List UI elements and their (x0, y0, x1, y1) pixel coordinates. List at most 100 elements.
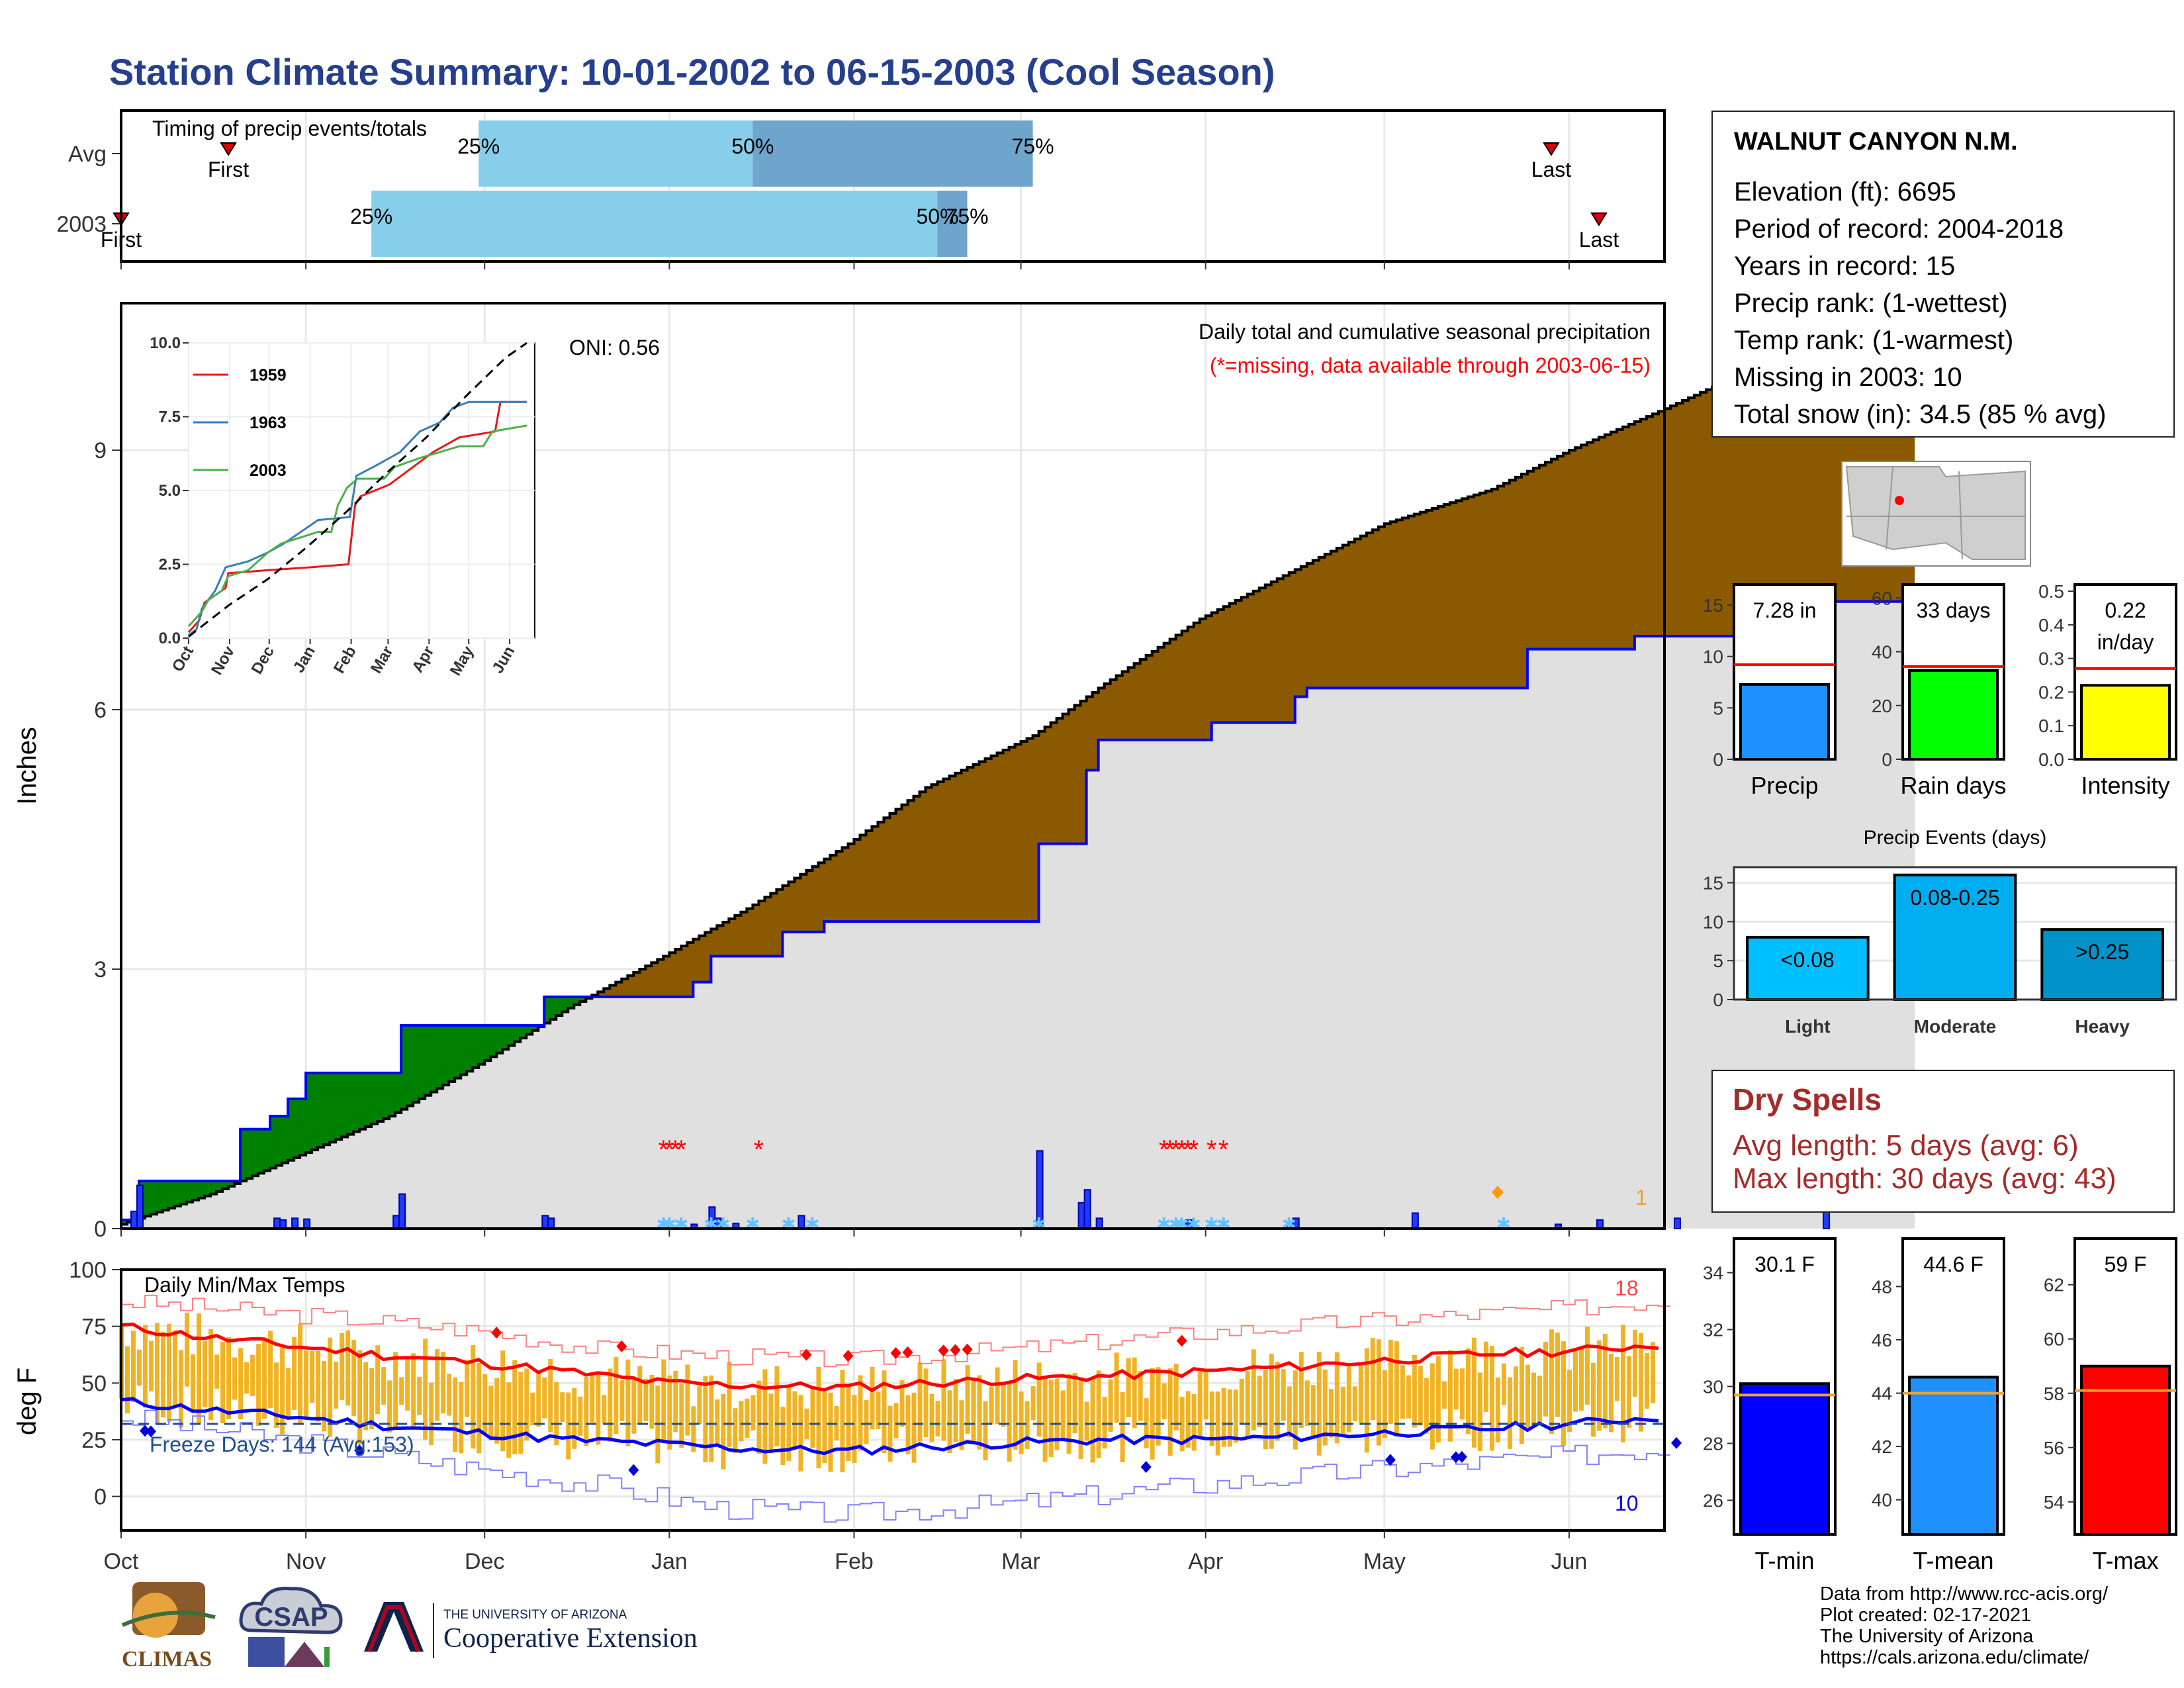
temp-daily-bar (727, 1362, 732, 1448)
temp-daily-bar (232, 1357, 238, 1400)
mini-ytick-label: 20 (1872, 696, 1892, 716)
timing-bar-25-50 (371, 191, 938, 257)
temp-daily-bar (1358, 1365, 1363, 1425)
temp-daily-bar (1036, 1362, 1042, 1437)
temp-daily-bar (292, 1336, 297, 1410)
mini-ytick-label: 0.3 (2038, 649, 2064, 669)
temp-daily-bar (1221, 1387, 1226, 1447)
temp-cold-marker-icon (354, 1444, 365, 1456)
timing-first-marker-icon (220, 142, 237, 156)
credit-line: The University of Arizona (1820, 1626, 2034, 1647)
temp-cold-marker-icon (146, 1425, 157, 1438)
temp-daily-bar (1650, 1342, 1655, 1403)
mini-ytick-label: 0.0 (2038, 749, 2064, 770)
temp-daily-bar (1644, 1353, 1649, 1409)
temp-daily-bar (250, 1354, 255, 1396)
temp-daily-bar (1084, 1401, 1089, 1441)
temp-daily-bar (1495, 1377, 1500, 1443)
temp-daily-bar (1078, 1377, 1083, 1459)
temp-daily-bar (1543, 1341, 1548, 1417)
inset-ytick-label: 5.0 (159, 482, 181, 500)
temp-daily-bar (1096, 1370, 1101, 1458)
precip-missing-star: * (676, 1135, 687, 1164)
temp-daily-bar (1501, 1363, 1506, 1405)
temp-daily-bar (1007, 1382, 1012, 1462)
precip-missing-star: * (1183, 1135, 1193, 1164)
temp-freeze-label: Freeze Days: 144 (Avg:153) (150, 1432, 414, 1456)
temp-daily-bar (518, 1372, 523, 1454)
temp-xtick-label: Oct (104, 1549, 139, 1574)
timing-label-75: 75% (1012, 134, 1054, 158)
events-ytick-label: 5 (1713, 951, 1723, 971)
temp-daily-bar (911, 1392, 917, 1463)
temp-daily-bar (1614, 1357, 1619, 1401)
temp-daily-bar (643, 1378, 649, 1421)
temp-daily-bar (709, 1375, 714, 1462)
temp-daily-bar (375, 1345, 381, 1415)
mini-value-label: 33 days (1916, 598, 1990, 622)
timing-label-last: Last (1531, 158, 1572, 181)
precip-ylabel: Inches (13, 727, 42, 805)
temp-daily-bar (608, 1368, 613, 1442)
precip-corner-note: 1 (1635, 1186, 1647, 1209)
temp-daily-bar (697, 1385, 702, 1425)
inset-series-average (188, 342, 527, 637)
mini-value-label: in/day (2097, 630, 2154, 654)
temp-daily-bar (792, 1391, 797, 1450)
temp-summary-charts: 26 28 30 32 34 30.1 F T-min 40 42 44 46 48 44.6 F T-m… (1703, 1237, 2177, 1574)
temp-daily-bar (512, 1360, 518, 1455)
temp-daily-bar (304, 1350, 309, 1418)
temp-daily-bar (477, 1362, 482, 1454)
temp-daily-bar (1054, 1378, 1060, 1450)
temp-daily-bar (786, 1387, 792, 1462)
temp-daily-bar (393, 1352, 398, 1430)
snow-mark-icon: ✱ (1216, 1214, 1231, 1234)
temp-daily-bar (441, 1352, 446, 1414)
temp-daily-bar (1239, 1378, 1244, 1425)
temp-daily-bar (1310, 1385, 1316, 1438)
temp-daily-bar (1602, 1333, 1608, 1429)
events-bar-label: <0.08 (1781, 948, 1835, 972)
temp-hot-marker-icon (890, 1346, 901, 1359)
inset-series-1963 (188, 400, 527, 636)
temp-hot-marker-icon (938, 1344, 949, 1357)
temp-daily-bar (1066, 1374, 1071, 1454)
csap-logo: CSAP (239, 1586, 343, 1667)
precip-daily-bar (136, 1184, 144, 1229)
inset-legend-label: 1963 (250, 414, 287, 432)
temp-daily-bar (756, 1380, 762, 1454)
events-bar (1893, 873, 2017, 1001)
temp-daily-bar (1364, 1348, 1369, 1453)
mini-category-label: T-mean (1913, 1547, 1993, 1574)
temp-ytick-label: 50 (81, 1371, 107, 1396)
inset-chart: Oct Nov Dec Jan Feb Mar Apr May Jun0.02.55.07.51… (150, 334, 535, 679)
temp-daily-bar (185, 1313, 190, 1387)
temp-daily-bar (1024, 1401, 1030, 1449)
temp-daily-bar (745, 1398, 750, 1438)
mini-ytick-label: 54 (2044, 1492, 2064, 1513)
mini-value-label: 7.28 in (1752, 598, 1816, 622)
temp-daily-bar (1173, 1364, 1179, 1430)
mini-ytick-label: 40 (1872, 1490, 1892, 1511)
temp-daily-bar (1531, 1372, 1536, 1427)
temp-daily-bar (858, 1375, 863, 1451)
temp-daily-bar (715, 1399, 720, 1446)
temp-daily-bar (1626, 1356, 1631, 1428)
temp-daily-bar (751, 1395, 756, 1430)
temp-daily-bar (542, 1377, 547, 1419)
snow-mark-icon: ✱ (1496, 1214, 1511, 1234)
temp-daily-bar (864, 1399, 869, 1444)
mini-ytick-label: 30 (1703, 1377, 1723, 1397)
temp-daily-bar (369, 1368, 375, 1429)
temp-daily-bar (1275, 1362, 1280, 1441)
temp-daily-bar (1072, 1372, 1077, 1434)
credit-line: Plot created: 02-17-2021 (1820, 1605, 2032, 1626)
temp-xtick-label: Jun (1551, 1549, 1588, 1574)
temp-daily-bar (1179, 1397, 1185, 1452)
snow-mark-icon: ✱ (1187, 1214, 1201, 1234)
temp-daily-bar (214, 1354, 220, 1389)
temp-daily-bar (334, 1362, 339, 1409)
precip-missing-star: * (754, 1135, 764, 1164)
temp-record-high-line (121, 1294, 1670, 1368)
temp-daily-bar (447, 1374, 452, 1416)
